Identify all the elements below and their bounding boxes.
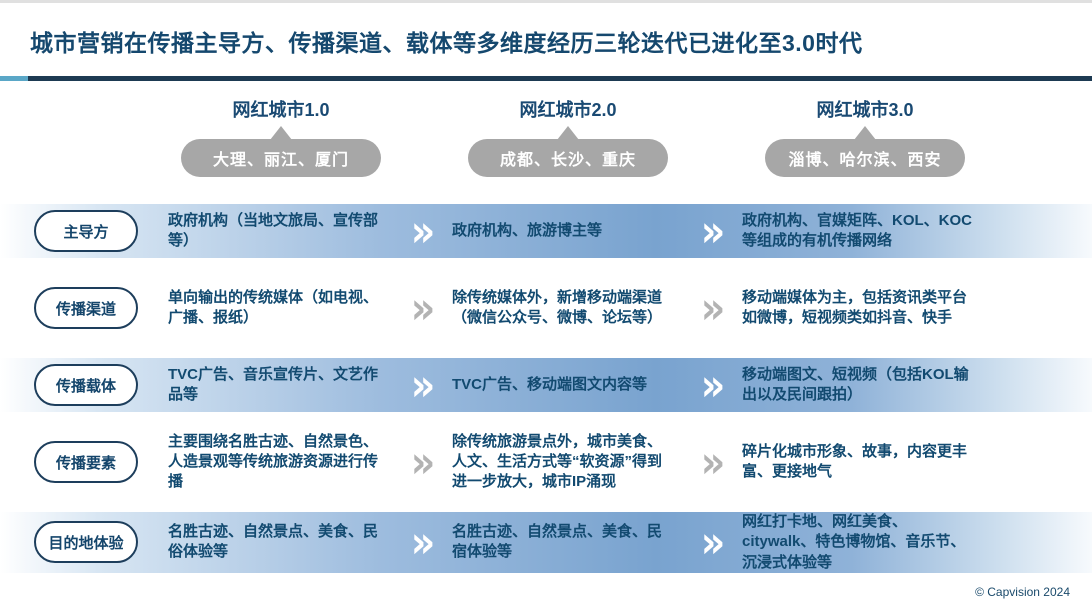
double-chevron-right-icon: »: [700, 282, 726, 334]
row-label-pill: 目的地体验: [34, 521, 138, 564]
cell-stage-1: 主要围绕名胜古迹、自然景色、人造景观等传统旅游资源进行传播: [168, 432, 379, 491]
cell-stage-1: 单向输出的传统媒体（如电视、广播、报纸）: [168, 288, 379, 326]
cell-stage-2: 除传统媒体外，新增移动端渠道（微信公众号、微博、论坛等）: [452, 288, 663, 326]
column-3-cities-bubble: 淄博、哈尔滨、西安: [765, 138, 965, 177]
cell-stage-2: 除传统旅游景点外，城市美食、人文、生活方式等“软资源”得到进一步放大，城市IP涌…: [452, 432, 663, 491]
cell-stage-3: 网红打卡地、网红美食、citywalk、特色博物馆、音乐节、沉浸式体验等: [742, 513, 966, 571]
double-chevron-right-icon: »: [410, 436, 436, 488]
copyright: © Capvision 2024: [975, 585, 1070, 599]
column-1-header-group: 网红城市1.0 大理、丽江、厦门: [168, 100, 394, 177]
cell-stage-1: 名胜古迹、自然景点、美食、民俗体验等: [168, 523, 379, 561]
divider-navy-segment: [28, 76, 1092, 81]
cell-stage-1: 政府机构（当地文旅局、宣传部等）: [168, 211, 379, 249]
cell-stage-2: TVC广告、移动端图文内容等: [452, 375, 648, 393]
page-title: 城市营销在传播主导方、传播渠道、载体等多维度经历三轮迭代已进化至3.0时代: [30, 30, 863, 56]
column-1-title: 网红城市1.0: [232, 100, 330, 120]
row-label: 传播渠道: [55, 300, 116, 318]
column-header-row: 网红城市1.0 大理、丽江、厦门 网红城市2.0 成都、长沙、重庆 网红城市3.…: [0, 100, 1092, 177]
double-chevron-right-icon: »: [410, 282, 436, 334]
row-label-pill: 传播渠道: [34, 287, 138, 329]
slide-top-edge: [0, 0, 1092, 3]
double-chevron-right-icon: »: [410, 359, 436, 411]
table-row: 传播载体 TVC广告、音乐宣传片、文艺作品等 » TVC广告、移动端图文内容等 …: [0, 358, 1092, 412]
double-chevron-right-icon: »: [700, 205, 726, 257]
cell-stage-3: 移动端图文、短视频（包括KOL输出以及民间跟拍）: [742, 365, 969, 403]
row-label: 传播载体: [55, 377, 116, 395]
table-row: 目的地体验 名胜古迹、自然景点、美食、民俗体验等 » 名胜古迹、自然景点、美食、…: [0, 512, 1092, 573]
row-label-pill: 主导方: [34, 210, 138, 252]
row-label: 目的地体验: [48, 534, 124, 552]
column-1-cities-bubble: 大理、丽江、厦门: [181, 138, 381, 177]
double-chevron-right-icon: »: [410, 517, 436, 568]
rows: 主导方 政府机构（当地文旅局、宣传部等） » 政府机构、旅游博主等 » 政府机构…: [0, 204, 1092, 573]
row-label: 传播要素: [55, 454, 116, 472]
column-2-cities-bubble: 成都、长沙、重庆: [468, 138, 668, 177]
cell-stage-1: TVC广告、音乐宣传片、文艺作品等: [168, 365, 379, 403]
double-chevron-right-icon: »: [700, 436, 726, 488]
column-2-header-group: 网红城市2.0 成都、长沙、重庆: [452, 100, 684, 177]
title-divider: [0, 76, 1092, 81]
divider-cyan-segment: [0, 76, 28, 81]
column-3-title: 网红城市3.0: [816, 100, 914, 120]
table-row: 传播要素 主要围绕名胜古迹、自然景色、人造景观等传统旅游资源进行传播 » 除传统…: [0, 419, 1092, 505]
table-row: 主导方 政府机构（当地文旅局、宣传部等） » 政府机构、旅游博主等 » 政府机构…: [0, 204, 1092, 258]
cell-stage-3: 政府机构、官媒矩阵、KOL、KOC等组成的有机传播网络: [742, 211, 972, 249]
column-2-title: 网红城市2.0: [519, 100, 617, 120]
double-chevron-right-icon: »: [700, 517, 726, 568]
column-3-header-group: 网红城市3.0 淄博、哈尔滨、西安: [742, 100, 988, 177]
row-label-pill: 传播要素: [34, 441, 138, 483]
cell-stage-3: 移动端媒体为主，包括资讯类平台如微博，短视频类如抖音、快手: [742, 288, 968, 326]
double-chevron-right-icon: »: [410, 205, 436, 257]
row-label: 主导方: [63, 223, 109, 241]
cell-stage-3: 碎片化城市形象、故事，内容更丰富、更接地气: [742, 442, 968, 480]
cell-stage-2: 名胜古迹、自然景点、美食、民宿体验等: [452, 523, 663, 561]
cell-stage-2: 政府机构、旅游博主等: [452, 221, 603, 239]
double-chevron-right-icon: »: [700, 359, 726, 411]
row-label-pill: 传播载体: [34, 364, 138, 406]
table-row: 传播渠道 单向输出的传统媒体（如电视、广播、报纸） » 除传统媒体外，新增移动端…: [0, 265, 1092, 351]
